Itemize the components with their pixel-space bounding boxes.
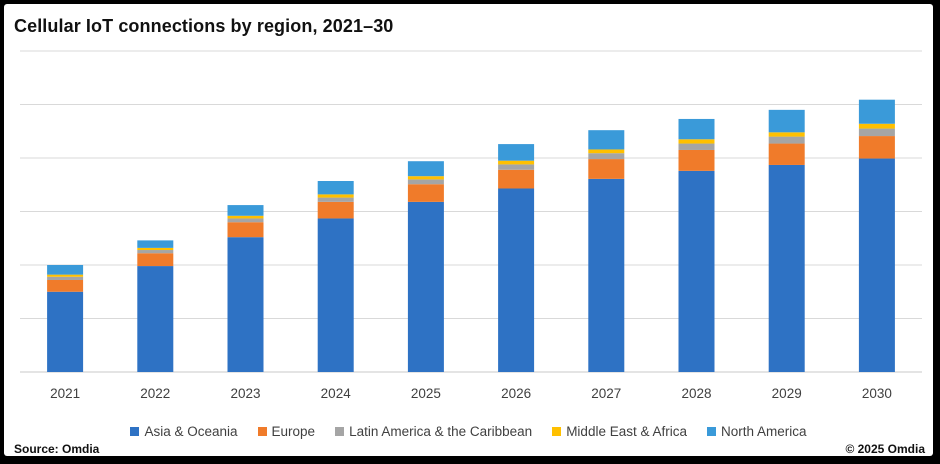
bar-segment-north-america-2027 <box>588 130 625 150</box>
bar-segment-asia-oceania-2026 <box>498 188 535 372</box>
bar-segment-north-america-2021 <box>47 265 84 275</box>
bar-segment-asia-oceania-2024 <box>317 218 354 372</box>
x-tick-label: 2027 <box>591 386 621 401</box>
bar-segment-asia-oceania-2023 <box>227 237 264 372</box>
bar-segment-latin-america-the-caribbean-2021 <box>47 276 84 280</box>
bar-segment-middle-east-africa-2023 <box>227 215 264 219</box>
bar-segment-north-america-2023 <box>227 205 264 216</box>
x-tick-label: 2025 <box>411 386 441 401</box>
bar-segment-north-america-2029 <box>768 109 805 133</box>
bar-segment-europe-2029 <box>768 143 805 165</box>
stacked-bar-chart: 2021 2022 2023 2024 2025 2026 2027 2028 2029 2030 <box>20 50 922 401</box>
bar-segment-europe-2023 <box>227 222 264 238</box>
legend-swatch <box>130 427 140 436</box>
x-tick-label: 2030 <box>862 386 892 401</box>
legend-swatch <box>257 427 267 436</box>
bar-segment-latin-america-the-caribbean-2026 <box>498 164 535 170</box>
chart-frame: Cellular IoT connections by region, 2021… <box>4 4 933 456</box>
bar-segment-middle-east-africa-2028 <box>678 139 715 144</box>
bar-segment-asia-oceania-2029 <box>768 164 805 372</box>
bar-segment-middle-east-africa-2024 <box>317 194 354 198</box>
bar-segment-europe-2027 <box>588 159 625 179</box>
bar-segment-north-america-2022 <box>137 240 174 248</box>
bar-segment-asia-oceania-2030 <box>858 158 895 372</box>
legend-swatch <box>335 427 345 436</box>
legend-label: Middle East & Africa <box>566 424 687 439</box>
x-tick-label: 2028 <box>681 386 711 401</box>
legend-item: Asia & Oceania <box>130 424 238 439</box>
x-tick-label: 2021 <box>50 386 80 401</box>
bar-segment-asia-oceania-2021 <box>47 291 84 372</box>
bar-segment-north-america-2026 <box>498 144 535 161</box>
bar-segment-europe-2024 <box>317 201 354 219</box>
bar-segment-latin-america-the-caribbean-2030 <box>858 128 895 137</box>
bar-segment-middle-east-africa-2029 <box>768 132 805 137</box>
bar-segment-asia-oceania-2027 <box>588 178 625 372</box>
copyright-note: © 2025 Omdia <box>845 442 925 456</box>
bar-segment-latin-america-the-caribbean-2027 <box>588 153 625 160</box>
bar-segment-asia-oceania-2022 <box>137 266 174 372</box>
chart-legend: Asia & Oceania Europe Latin America & the … <box>4 424 933 439</box>
bar-segment-middle-east-africa-2025 <box>407 176 444 180</box>
chart-title: Cellular IoT connections by region, 2021… <box>14 16 394 36</box>
bar-segment-latin-america-the-caribbean-2028 <box>678 143 715 150</box>
bar-segment-middle-east-africa-2027 <box>588 149 625 154</box>
legend-item: Middle East & Africa <box>552 424 687 439</box>
bar-segment-north-america-2024 <box>317 181 354 195</box>
legend-item: Europe <box>257 424 316 439</box>
bar-segment-europe-2022 <box>137 253 174 267</box>
bar-segment-latin-america-the-caribbean-2022 <box>137 250 174 254</box>
bar-segment-europe-2026 <box>498 169 535 189</box>
bar-segment-europe-2021 <box>47 279 84 292</box>
legend-item: Latin America & the Caribbean <box>335 424 532 439</box>
bar-segment-europe-2028 <box>678 149 715 171</box>
x-tick-label: 2024 <box>321 386 352 401</box>
bar-segment-latin-america-the-caribbean-2023 <box>227 218 264 223</box>
bar-segment-north-america-2030 <box>858 99 895 124</box>
bar-segment-middle-east-africa-2021 <box>47 274 84 277</box>
bar-segment-latin-america-the-caribbean-2024 <box>317 197 354 202</box>
bar-segment-latin-america-the-caribbean-2029 <box>768 136 805 144</box>
legend-label: Asia & Oceania <box>144 424 238 439</box>
x-tick-label: 2022 <box>140 386 170 401</box>
bar-segment-asia-oceania-2025 <box>407 201 444 372</box>
bar-segment-middle-east-africa-2030 <box>858 123 895 129</box>
bar-segment-north-america-2028 <box>678 118 715 140</box>
bar-segment-north-america-2025 <box>407 161 444 177</box>
bar-segment-middle-east-africa-2026 <box>498 160 535 165</box>
legend-swatch <box>707 427 716 436</box>
x-tick-label: 2023 <box>230 386 260 401</box>
legend-swatch <box>552 427 562 436</box>
legend-label: North America <box>721 424 807 439</box>
legend-item: North America <box>707 424 807 439</box>
bar-segment-latin-america-the-caribbean-2025 <box>407 179 444 185</box>
bar-segment-europe-2025 <box>407 184 444 202</box>
legend-label: Europe <box>271 424 316 439</box>
bar-segment-middle-east-africa-2022 <box>137 247 174 251</box>
bar-segment-asia-oceania-2028 <box>678 170 715 372</box>
bar-segment-europe-2030 <box>858 136 895 159</box>
legend-label: Latin America & the Caribbean <box>349 424 533 439</box>
source-note: Source: Omdia <box>14 442 100 456</box>
x-tick-label: 2029 <box>772 386 802 401</box>
x-tick-label: 2026 <box>501 386 531 401</box>
